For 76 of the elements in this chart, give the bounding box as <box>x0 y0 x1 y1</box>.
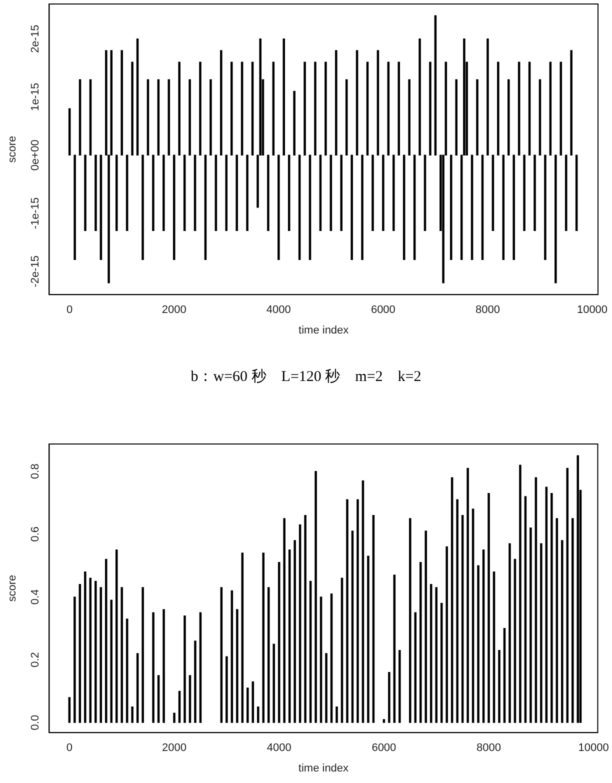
bar <box>409 518 412 723</box>
bar <box>477 565 480 723</box>
bar <box>466 468 469 723</box>
bar <box>346 499 348 723</box>
x-tick-label: 8000 <box>476 742 502 754</box>
bar <box>84 571 86 723</box>
bar <box>435 587 438 723</box>
bar <box>540 543 542 723</box>
y-tick-label: 1e-15 <box>30 82 42 112</box>
bar <box>367 556 370 723</box>
bar <box>446 546 448 723</box>
bar <box>94 580 97 723</box>
x-tick-label: 2000 <box>162 304 186 316</box>
x-tick-label: 8000 <box>475 304 500 316</box>
x-tick-label: 0 <box>66 304 73 316</box>
bar <box>488 492 490 723</box>
y-axis-title: score <box>6 136 19 163</box>
bar <box>314 470 317 723</box>
x-tick-label: 4000 <box>266 742 292 754</box>
bar <box>226 656 228 723</box>
x-tick-label: 2000 <box>162 742 187 754</box>
bar <box>173 712 176 723</box>
y-tick-label: 0.4 <box>30 589 42 605</box>
bar <box>131 706 134 723</box>
y-tick-label: -1e-15 <box>30 197 42 230</box>
x-tick-label: 0 <box>66 742 72 754</box>
bar <box>398 650 401 723</box>
bar <box>74 596 76 723</box>
x-axis-title: time index <box>298 762 350 774</box>
bar <box>194 640 196 723</box>
bar <box>336 706 338 723</box>
bar <box>388 672 390 723</box>
bar <box>304 514 306 723</box>
bar <box>142 587 144 723</box>
x-tick-label: 6000 <box>372 742 396 754</box>
bar <box>498 650 500 723</box>
y-tick-label: -2e-15 <box>30 255 42 288</box>
y-tick-label: 0.8 <box>30 464 42 479</box>
x-axis-title: time index <box>298 324 350 336</box>
bar <box>152 612 154 723</box>
bar <box>530 528 532 723</box>
y-axis-title: score <box>6 574 19 602</box>
x-tick-label: 10000 <box>576 304 608 316</box>
bar <box>572 518 574 723</box>
bar <box>246 688 249 723</box>
y-tick-label: 0.0 <box>30 714 42 730</box>
bar <box>294 540 296 723</box>
bar <box>257 706 260 723</box>
bar <box>519 464 522 723</box>
bar <box>120 587 123 723</box>
bar <box>236 609 238 723</box>
text: b：w=60 秒 L=120 秒 m=2 k=2 <box>190 368 422 386</box>
x-tick-label: 6000 <box>370 304 396 316</box>
bar <box>325 653 328 723</box>
y-tick-label: 0.6 <box>30 526 42 542</box>
bar <box>508 543 511 723</box>
x-tick-label: 4000 <box>266 304 291 316</box>
bar <box>561 540 564 723</box>
y-tick-label: 2e-15 <box>30 24 42 53</box>
bar <box>382 719 386 723</box>
bar <box>262 552 265 723</box>
bar <box>104 558 108 723</box>
y-tick-label: 0.2 <box>30 652 42 668</box>
bar <box>419 562 422 723</box>
bar <box>456 499 458 723</box>
bar <box>110 600 112 723</box>
bar <box>576 455 580 723</box>
bar <box>356 499 359 723</box>
bar <box>272 644 275 723</box>
bar <box>550 492 553 723</box>
y-tick-label: 0e+00 <box>30 140 42 171</box>
x-tick-label: 10000 <box>578 742 609 754</box>
bar <box>283 518 286 723</box>
bar <box>162 609 165 723</box>
bar <box>424 530 427 723</box>
bar <box>184 615 186 723</box>
